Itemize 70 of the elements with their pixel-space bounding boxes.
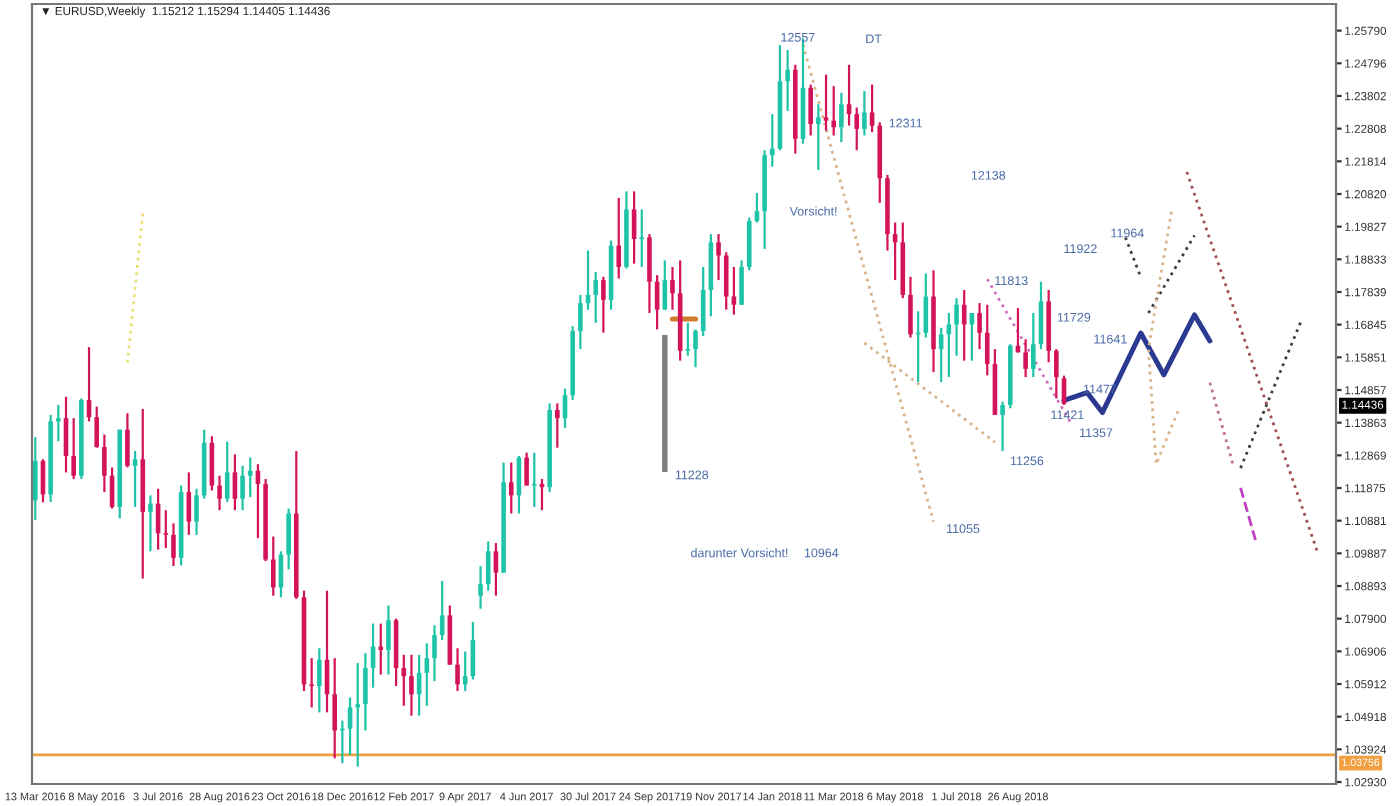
candlestick: [508, 461, 514, 515]
candlestick: [977, 302, 982, 351]
candlestick: [531, 451, 537, 509]
candlestick: [808, 83, 813, 137]
candlestick: [102, 433, 107, 494]
candlestick: [616, 196, 622, 280]
candlestick: [862, 89, 867, 137]
candlestick: [1000, 400, 1005, 453]
candlestick: [355, 661, 361, 768]
candlestick: [1023, 338, 1028, 379]
candlestick: [693, 328, 698, 369]
candlestick: [647, 232, 652, 315]
candlestick: [578, 293, 583, 351]
candlestick: [823, 73, 829, 132]
candlestick: [71, 417, 76, 481]
candlestick: [347, 696, 353, 757]
candlestick: [332, 657, 337, 760]
candlestick: [317, 647, 322, 714]
candlestick: [485, 540, 491, 592]
candlestick: [739, 259, 744, 306]
candlestick: [839, 91, 844, 144]
candlestick: [869, 83, 875, 134]
candlestick: [1054, 348, 1059, 400]
candlestick: [309, 657, 314, 709]
candlestick: [363, 652, 368, 732]
candlestick: [194, 487, 199, 536]
candlestick: [224, 440, 230, 504]
candlestick: [746, 216, 752, 272]
candlestick: [132, 449, 138, 509]
candlestick: [240, 464, 245, 512]
candlestick: [723, 251, 729, 311]
candlestick: [670, 265, 675, 311]
candlestick: [831, 85, 837, 137]
candlestick: [270, 535, 276, 597]
candlestick: [32, 436, 38, 522]
candlestick: [524, 451, 529, 487]
candlestick: [125, 412, 130, 469]
candlestick: [401, 653, 407, 707]
candlestick: [908, 275, 913, 339]
candlestick: [685, 321, 691, 357]
candlestick: [716, 232, 721, 282]
candlestick: [286, 507, 291, 571]
candlestick: [217, 474, 222, 512]
candlestick: [455, 647, 460, 693]
candlestick: [1031, 311, 1036, 379]
candlestick: [478, 564, 483, 610]
candlestick: [639, 208, 645, 269]
candlestick: [56, 403, 61, 443]
candlestick: [386, 604, 391, 676]
candlestick: [409, 653, 414, 717]
candlestick: [148, 494, 153, 553]
line-series: [1147, 210, 1181, 466]
candlestick: [94, 405, 100, 449]
candlestick: [601, 275, 606, 334]
candlestick: [816, 103, 821, 172]
candlestick: [954, 297, 959, 357]
candlestick: [247, 456, 253, 499]
candlestick: [961, 288, 967, 362]
candlestick: [171, 522, 176, 568]
candlestick: [769, 113, 775, 168]
candlestick: [555, 402, 560, 449]
candlestick: [462, 650, 468, 693]
candlestick: [984, 303, 990, 377]
candlestick: [593, 270, 599, 324]
candlestick: [854, 106, 860, 152]
candlestick: [378, 622, 384, 676]
candlestick: [493, 541, 499, 597]
candlestick: [785, 48, 790, 112]
candlestick: [432, 624, 437, 683]
candlestick: [163, 509, 169, 550]
